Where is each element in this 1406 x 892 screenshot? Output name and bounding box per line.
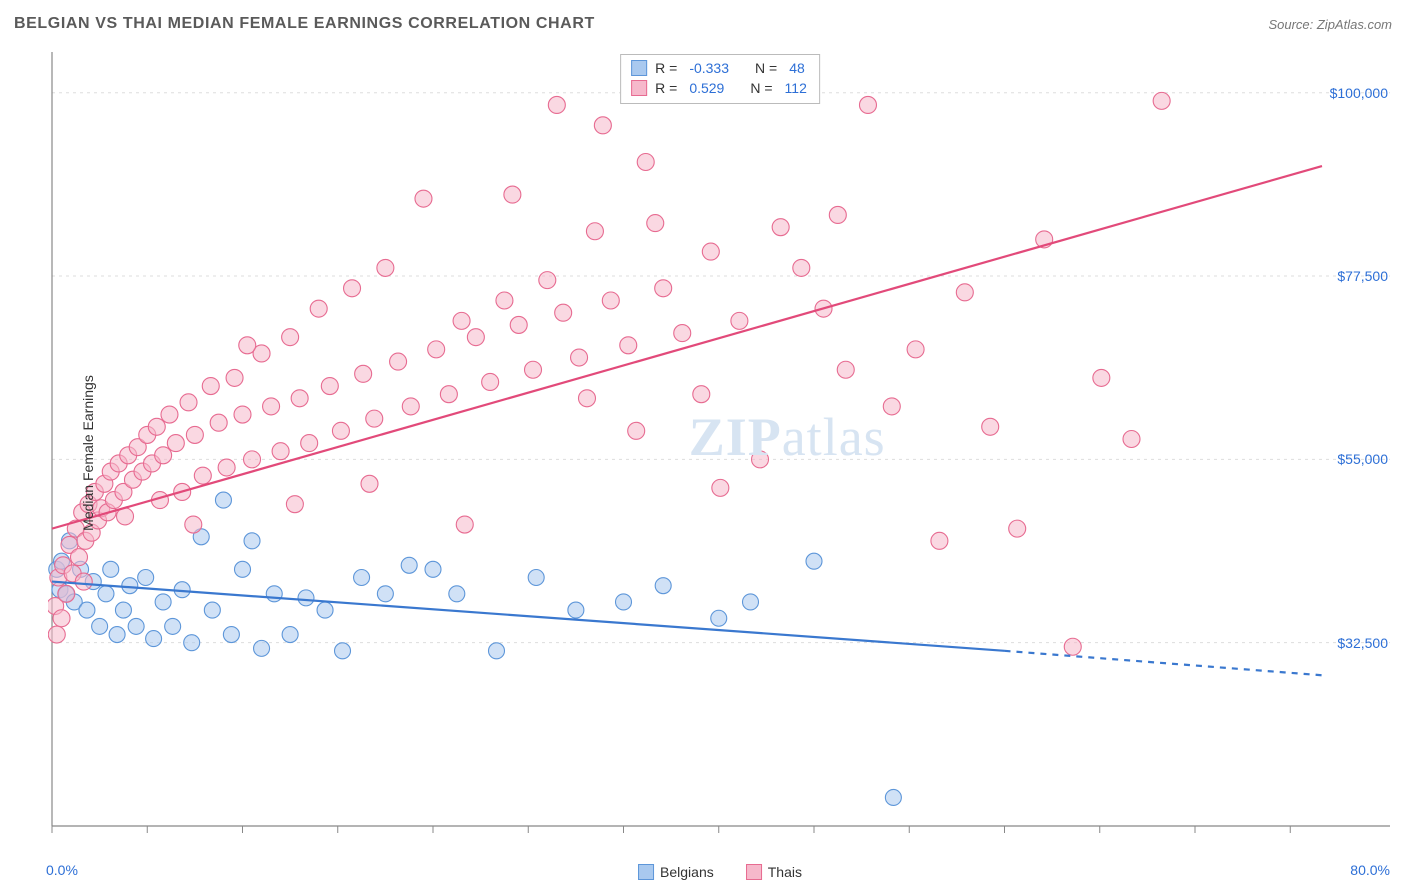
n-value-belgians: 48 (785, 58, 805, 78)
y-tick-label: $100,000 (1330, 85, 1388, 101)
r-value-thais: 0.529 (685, 78, 724, 98)
legend-label-thais: Thais (768, 864, 802, 880)
stats-legend-box: R = -0.333 N = 48 R = 0.529 N = 112 (620, 54, 820, 104)
y-tick-label: $32,500 (1337, 635, 1388, 651)
r-label: R = (655, 58, 677, 78)
chart-source: Source: ZipAtlas.com (1268, 17, 1392, 32)
n-label: N = (750, 78, 772, 98)
swatch-thais (631, 80, 647, 96)
stats-row-thais: R = 0.529 N = 112 (631, 78, 807, 98)
y-tick-label: $55,000 (1337, 451, 1388, 467)
legend-item-thais: Thais (746, 864, 802, 880)
legend-label-belgians: Belgians (660, 864, 714, 880)
n-value-thais: 112 (781, 78, 807, 98)
chart-area: Median Female Earnings ZIPatlas R = -0.3… (48, 50, 1392, 856)
x-axis-start-label: 0.0% (46, 862, 78, 878)
y-tick-label: $77,500 (1337, 268, 1388, 284)
chart-title: BELGIAN VS THAI MEDIAN FEMALE EARNINGS C… (14, 15, 595, 33)
r-label: R = (655, 78, 677, 98)
r-value-belgians: -0.333 (685, 58, 729, 78)
x-axis-end-label: 80.0% (1350, 862, 1390, 878)
legend-item-belgians: Belgians (638, 864, 714, 880)
legend-swatch-belgians (638, 864, 654, 880)
n-label: N = (755, 58, 777, 78)
swatch-belgians (631, 60, 647, 76)
stats-row-belgians: R = -0.333 N = 48 (631, 58, 807, 78)
legend-swatch-thais (746, 864, 762, 880)
scatter-plot (48, 50, 1392, 856)
y-axis-label: Median Female Earnings (80, 375, 96, 531)
legend-bottom: Belgians Thais (638, 864, 802, 880)
